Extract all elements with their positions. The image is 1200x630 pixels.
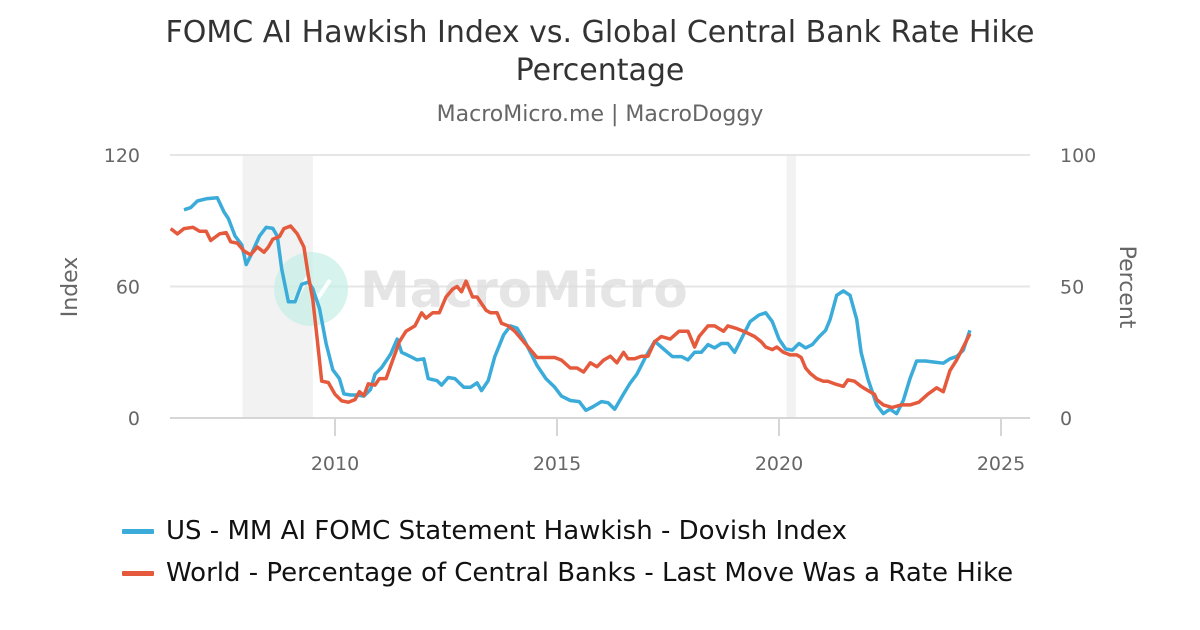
y-right-tick-label: 100 xyxy=(1060,145,1096,167)
series-line-world-rate-hike xyxy=(169,224,972,410)
legend-item-world-rate-hike[interactable]: World - Percentage of Central Banks - La… xyxy=(122,552,1013,594)
legend-line-icon-blue xyxy=(122,528,154,534)
y-axis-right-title: Percent xyxy=(1114,246,1139,329)
series-lines xyxy=(169,195,972,416)
legend-label: US - MM AI FOMC Statement Hawkish - Dovi… xyxy=(166,516,848,546)
y-left-tick-label: 60 xyxy=(116,277,140,299)
chart-title-line-1: FOMC AI Hawkish Index vs. Global Central… xyxy=(165,15,1035,50)
x-tick-label: 2010 xyxy=(311,453,359,475)
chart-title: FOMC AI Hawkish Index vs. Global Central… xyxy=(0,14,1200,90)
legend: US - MM AI FOMC Statement Hawkish - Dovi… xyxy=(122,510,1013,594)
x-tick-label: 2015 xyxy=(533,453,581,475)
y-left-tick-label: 120 xyxy=(104,145,140,167)
chart-title-line-2: Percentage xyxy=(515,53,685,88)
watermark-text: MacroMicro xyxy=(360,261,688,319)
y-axis-left: 0 60 120 xyxy=(104,145,140,430)
watermark: MacroMicro xyxy=(274,252,688,326)
y-axis-left-title: Index xyxy=(58,257,83,318)
y-right-tick-label: 0 xyxy=(1060,408,1072,430)
legend-label: World - Percentage of Central Banks - La… xyxy=(166,558,1014,588)
x-axis: 2010 2015 2020 2025 xyxy=(311,418,1025,475)
chart-subtitle: MacroMicro.me | MacroDoggy xyxy=(436,102,764,127)
x-tick-label: 2020 xyxy=(755,453,803,475)
x-tick-label: 2025 xyxy=(977,453,1025,475)
legend-item-us-hawkish-index[interactable]: US - MM AI FOMC Statement Hawkish - Dovi… xyxy=(122,510,1013,552)
y-left-tick-label: 0 xyxy=(128,408,140,430)
legend-line-icon-red xyxy=(122,570,154,576)
y-axis-right: 0 50 100 xyxy=(1060,145,1096,430)
y-right-tick-label: 50 xyxy=(1060,277,1084,299)
